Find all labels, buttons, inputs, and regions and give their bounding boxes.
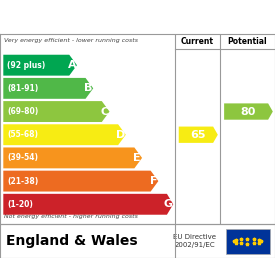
Text: G: G bbox=[164, 199, 173, 209]
Text: (92 plus): (92 plus) bbox=[7, 61, 45, 70]
Text: (21-38): (21-38) bbox=[7, 176, 38, 186]
Text: 80: 80 bbox=[241, 107, 256, 117]
Text: EU Directive
2002/91/EC: EU Directive 2002/91/EC bbox=[173, 234, 216, 248]
Polygon shape bbox=[3, 148, 142, 168]
Text: D: D bbox=[116, 130, 125, 140]
Text: C: C bbox=[100, 107, 109, 117]
Polygon shape bbox=[3, 194, 173, 215]
Text: (1-20): (1-20) bbox=[7, 200, 33, 209]
Text: A: A bbox=[68, 60, 76, 70]
Text: Potential: Potential bbox=[228, 37, 267, 46]
Text: (39-54): (39-54) bbox=[7, 154, 38, 162]
Text: E: E bbox=[133, 153, 141, 163]
Text: 65: 65 bbox=[191, 130, 206, 140]
Polygon shape bbox=[224, 103, 273, 120]
Text: F: F bbox=[150, 176, 157, 186]
Text: England & Wales: England & Wales bbox=[6, 234, 137, 248]
Text: Current: Current bbox=[181, 37, 214, 46]
Text: Very energy efficient - lower running costs: Very energy efficient - lower running co… bbox=[4, 38, 138, 43]
Text: Not energy efficient - higher running costs: Not energy efficient - higher running co… bbox=[4, 214, 138, 219]
Polygon shape bbox=[3, 101, 109, 122]
Polygon shape bbox=[179, 127, 218, 143]
Text: B: B bbox=[84, 83, 92, 93]
Polygon shape bbox=[3, 124, 126, 145]
Text: Energy Efficiency Rating: Energy Efficiency Rating bbox=[46, 10, 229, 23]
FancyBboxPatch shape bbox=[226, 229, 270, 254]
Text: (81-91): (81-91) bbox=[7, 84, 38, 93]
Text: (69-80): (69-80) bbox=[7, 107, 38, 116]
Text: (55-68): (55-68) bbox=[7, 130, 38, 139]
Polygon shape bbox=[3, 55, 77, 76]
Polygon shape bbox=[3, 78, 93, 99]
Polygon shape bbox=[3, 171, 158, 191]
